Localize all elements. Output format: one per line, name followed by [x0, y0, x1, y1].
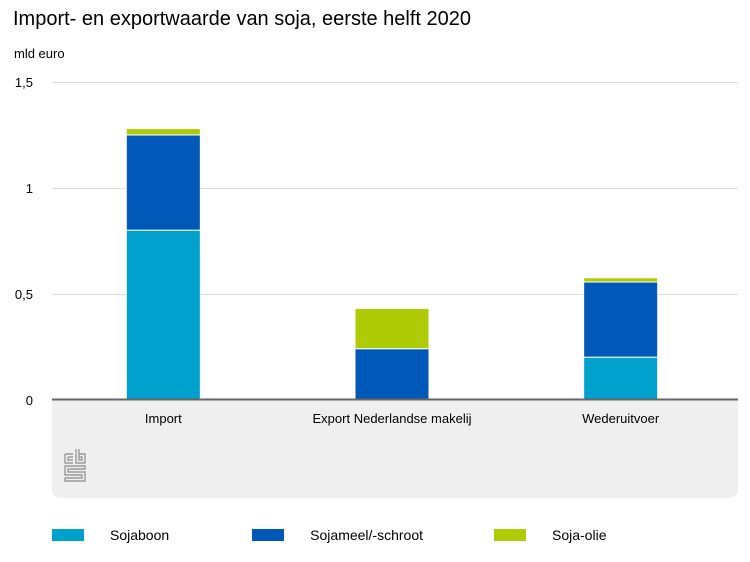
legend: Sojaboon Sojameel/-schroot Soja-olie	[52, 527, 641, 543]
bar-segment-sojameel-schroot[interactable]	[125, 134, 201, 231]
legend-swatch	[252, 529, 285, 541]
bar-segment-soja-olie[interactable]	[125, 128, 201, 136]
bar-segment-soja-olie[interactable]	[583, 277, 659, 283]
x-tick-label: Wederuitvoer	[582, 411, 660, 426]
x-tick-label: Import	[145, 411, 182, 426]
legend-label: Sojaboon	[110, 527, 170, 543]
y-axis-unit-label: mld euro	[14, 46, 65, 61]
y-tick-label: 0	[26, 393, 33, 408]
y-tick-label: 1	[26, 181, 33, 196]
x-tick-label: Export Nederlandse makelij	[313, 411, 472, 426]
bar-segment-sojaboon[interactable]	[125, 229, 201, 400]
legend-swatch	[52, 529, 84, 541]
legend-item-sojameel: Sojameel/-schroot	[252, 527, 423, 543]
legend-item-soja-olie: Soja-olie	[494, 527, 606, 543]
cbs-logo-icon	[64, 448, 86, 487]
y-tick-label: 1,5	[15, 75, 33, 90]
legend-item-sojaboon: Sojaboon	[52, 527, 169, 543]
x-axis-panel	[52, 400, 738, 498]
x-tick-labels: Import Export Nederlandse makelij Wederuit…	[145, 411, 660, 426]
bars	[125, 128, 659, 401]
bar-segment-soja-olie[interactable]	[354, 307, 430, 350]
y-tick-labels: 0 0,5 1 1,5	[15, 75, 33, 408]
bar-segment-sojaboon[interactable]	[583, 356, 659, 400]
y-tick-label: 0,5	[15, 287, 33, 302]
legend-label: Sojameel/-schroot	[310, 527, 423, 543]
chart-title: Import- en exportwaarde van soja, eerste…	[13, 8, 472, 30]
legend-swatch	[494, 529, 526, 541]
legend-label: Soja-olie	[552, 527, 607, 543]
bar-segment-sojameel-schroot[interactable]	[354, 348, 430, 401]
bar-segment-sojameel-schroot[interactable]	[583, 281, 659, 358]
